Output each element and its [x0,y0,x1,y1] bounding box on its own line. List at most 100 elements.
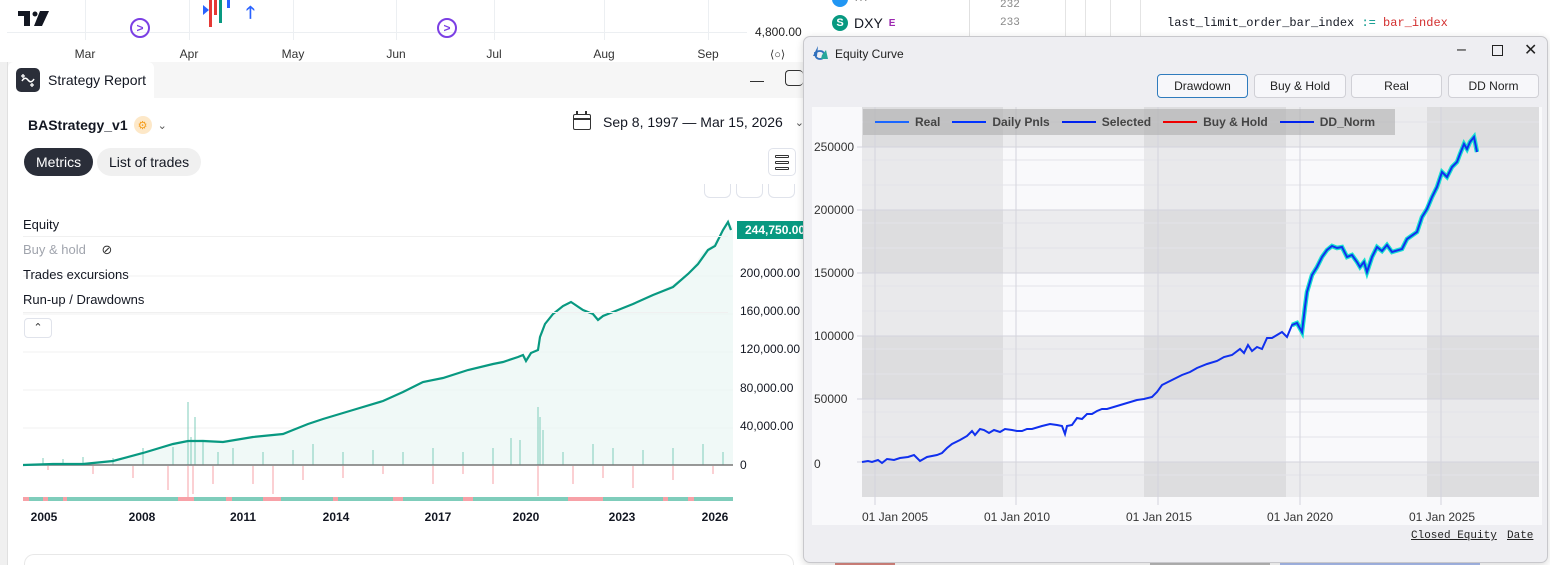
legend-buy-hold[interactable]: Buy & hold ⊘ [23,242,113,257]
legend-daily-pnls[interactable]: Daily Pnls [952,115,1050,129]
closed-equity-link[interactable]: Closed Equity [1411,530,1497,542]
legend-real[interactable]: Real [875,115,940,129]
x-axis-label: 2011 [229,510,257,524]
candle [219,0,222,23]
maximize-icon[interactable] [785,70,803,86]
symbol-label: DXY [854,15,883,31]
y-axis-label: 160,000.00 [740,304,801,318]
month-label: Sep [697,47,719,61]
equity-curve-plot[interactable] [812,107,1542,525]
settings-icon[interactable]: ⟨○⟩ [770,49,786,61]
metrics-card [24,554,794,565]
report-tabbar: Strategy Report — [8,62,811,98]
legend-selected[interactable]: Selected [1061,115,1151,129]
dollar-icon: S [832,15,848,31]
candle [214,0,217,15]
real-button[interactable]: Real [1351,74,1442,98]
y-axis-label: 80,000.00 [740,381,794,395]
legend-trades-excursions[interactable]: Trades excursions [23,267,129,282]
arrow-up-icon: 🡑 [246,3,255,22]
month-label: May [281,47,305,61]
price-axis-label: 4,800.00 [755,25,802,39]
symbol-icon [832,0,848,7]
strategy-selector[interactable]: BAStrategy_v1 ⚙ ⌄ [28,116,167,134]
x-tick: 01 Jan 2020 [1266,510,1334,524]
price-chart[interactable]: > > 🡑 Mar Apr May Jun Jul Aug Sep 4,800.… [0,0,810,62]
app-logo-icon [813,46,828,60]
date-range-label: Sep 8, 1997 — Mar 15, 2026 [603,114,783,130]
equity-curve-window[interactable]: Equity Curve – ✕ Drawdown Buy & Hold Rea… [803,36,1548,563]
line-number: 233 [1000,17,1020,29]
entry-arrow-icon [203,5,209,15]
candle [227,0,230,8]
y-tick: 50000 [814,392,848,406]
dd-norm-button[interactable]: DD Norm [1448,74,1539,98]
y-tick: 250000 [814,140,855,154]
chart-legend: Real Daily Pnls Selected Buy & Hold DD_N… [863,109,1395,135]
chevron-down-icon: ⌄ [794,116,805,129]
x-tick: 01 Jan 2015 [1125,510,1193,524]
month-label: Jul [486,47,502,61]
strategy-name: BAStrategy_v1 [28,117,128,133]
tradingview-logo[interactable] [18,11,50,27]
watchlist-item[interactable]: ··· [832,0,868,7]
watchlist: ··· S DXY E [810,0,970,40]
collapse-legend-button[interactable]: ⌃ [24,318,52,338]
legend-dd-norm[interactable]: DD_Norm [1279,115,1375,129]
y-axis-label: 120,000.00 [740,342,801,356]
watchlist-item-dxy[interactable]: S DXY E [832,15,895,31]
exchange-badge: E [888,17,896,29]
minimize-icon[interactable]: — [750,72,764,88]
signal-marker-icon[interactable]: > [437,18,457,38]
legend-runup-drawdowns[interactable]: Run-up / Drawdowns [23,292,145,307]
x-axis-label: 2005 [30,510,58,524]
window-title: Equity Curve [835,47,904,61]
line-number: 232 [1000,0,1020,11]
window-titlebar[interactable]: Equity Curve – ✕ [804,37,1547,69]
tab-metrics[interactable]: Metrics [24,148,94,176]
maximize-icon[interactable] [1492,45,1503,56]
chart-toggle-button[interactable] [704,184,731,198]
x-axis-label: 2014 [322,510,350,524]
strategy-report-panel: Strategy Report — BAStrategy_v1 ⚙ ⌄ Sep … [7,62,811,565]
y-axis-label: 0 [740,458,747,472]
x-tick: 01 Jan 2025 [1408,510,1476,524]
chart-toggle-button[interactable] [736,184,763,198]
candle [209,0,212,27]
y-tick: 0 [814,457,821,471]
code-line[interactable]: last_limit_order_bar_index := bar_index [1167,16,1448,30]
buy-hold-button[interactable]: Buy & Hold [1254,74,1346,98]
month-label: Apr [179,47,199,61]
strategy-report-tab[interactable]: Strategy Report [8,62,154,98]
y-tick: 150000 [814,266,855,280]
current-value-tag: 244,750.00 [737,221,811,239]
strategy-report-icon [16,68,40,92]
x-axis-label: 2023 [608,510,636,524]
drawdown-button[interactable]: Drawdown [1157,74,1248,98]
x-tick: 01 Jan 2010 [983,510,1051,524]
eye-off-icon[interactable]: ⊘ [101,242,113,257]
x-tick: 01 Jan 2005 [861,510,929,524]
legend-equity[interactable]: Equity [23,217,60,232]
y-tick: 200000 [814,203,855,217]
month-label: Jun [386,47,406,61]
tab-list-of-trades[interactable]: List of trades [97,148,202,176]
date-link[interactable]: Date [1507,530,1534,542]
y-axis-label: 40,000.00 [740,419,794,433]
calendar-icon [573,111,591,130]
equity-chart[interactable] [23,212,733,512]
month-label: Mar [74,47,96,61]
menu-icon[interactable] [768,148,796,176]
signal-marker-icon[interactable]: > [130,18,150,38]
strategy-badge-icon: ⚙ [133,116,152,134]
minimize-icon[interactable]: – [1457,41,1466,58]
x-axis-label: 2017 [424,510,452,524]
close-icon[interactable]: ✕ [1524,42,1538,59]
date-range-selector[interactable]: Sep 8, 1997 — Mar 15, 2026 ⌄ [573,111,805,130]
y-axis-label: 200,000.00 [740,266,801,280]
chart-toggle-button[interactable] [768,184,795,198]
chevron-down-icon: ⌄ [157,119,167,132]
tab-label: Strategy Report [48,72,147,88]
legend-buy-hold[interactable]: Buy & Hold [1163,115,1268,129]
